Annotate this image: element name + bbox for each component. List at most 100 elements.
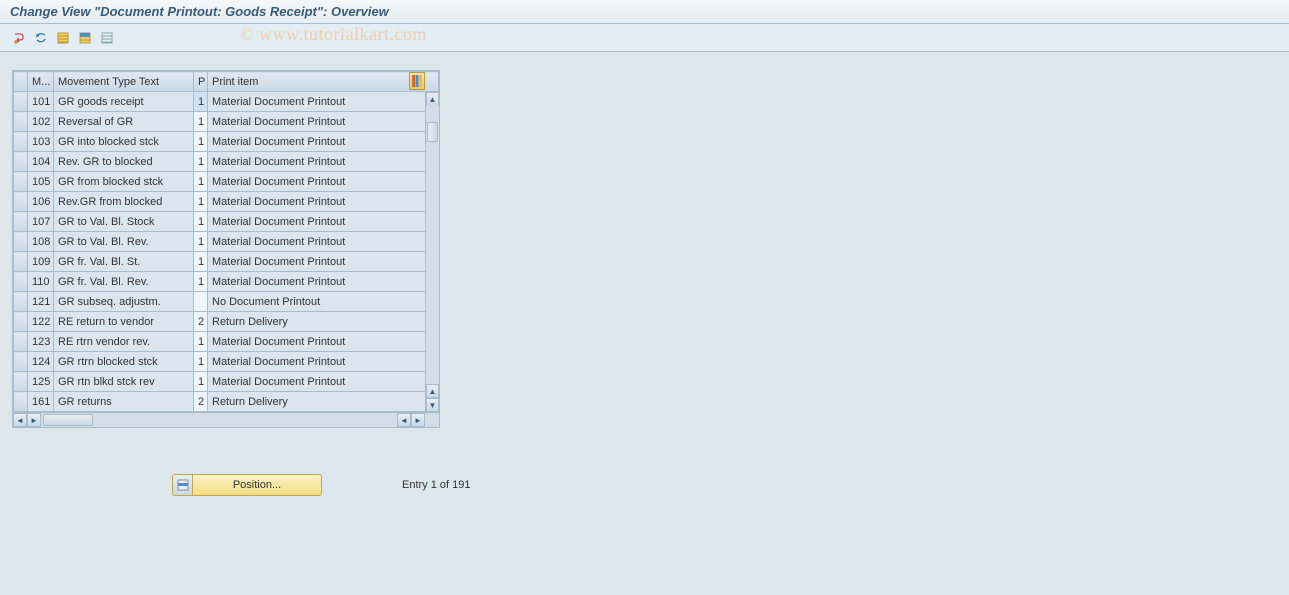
- watermark-text: © www.tutorialkart.com: [240, 24, 427, 45]
- row-selector[interactable]: [14, 292, 28, 312]
- cell-p[interactable]: 1: [194, 252, 208, 272]
- row-selector[interactable]: [14, 192, 28, 212]
- table-row[interactable]: 123RE rtrn vendor rev.1Material Document…: [14, 332, 439, 352]
- row-selector[interactable]: [14, 132, 28, 152]
- table-row[interactable]: 101GR goods receipt1Material Document Pr…: [14, 92, 439, 112]
- cell-p[interactable]: 1: [194, 112, 208, 132]
- select-block-button[interactable]: [76, 29, 94, 47]
- cell-text: GR into blocked stck: [54, 132, 194, 152]
- table-row[interactable]: 107GR to Val. Bl. Stock1Material Documen…: [14, 212, 439, 232]
- hscroll-left2-icon[interactable]: ◄: [397, 413, 411, 427]
- col-header-text[interactable]: Movement Type Text: [54, 72, 194, 92]
- cell-mvt: 161: [28, 392, 54, 412]
- table-row[interactable]: 102Reversal of GR1Material Document Prin…: [14, 112, 439, 132]
- cell-mvt: 106: [28, 192, 54, 212]
- row-selector[interactable]: [14, 332, 28, 352]
- row-selector[interactable]: [14, 392, 28, 412]
- col-header-mvt[interactable]: M...: [28, 72, 54, 92]
- cell-text: GR goods receipt: [54, 92, 194, 112]
- table-row[interactable]: 103GR into blocked stck1Material Documen…: [14, 132, 439, 152]
- col-header-selector[interactable]: [14, 72, 28, 92]
- horizontal-scrollbar[interactable]: ◄ ► ◄ ►: [13, 412, 439, 427]
- cell-mvt: 104: [28, 152, 54, 172]
- hscroll-thumb[interactable]: [43, 414, 93, 426]
- cell-p[interactable]: 1: [194, 92, 208, 112]
- display-change-button[interactable]: [10, 29, 28, 47]
- cell-item: Material Document Printout: [208, 232, 439, 252]
- cell-item: Return Delivery: [208, 392, 439, 412]
- row-selector[interactable]: [14, 92, 28, 112]
- row-selector[interactable]: [14, 152, 28, 172]
- cell-p[interactable]: 2: [194, 392, 208, 412]
- table-row[interactable]: 124GR rtrn blocked stck1Material Documen…: [14, 352, 439, 372]
- hscroll-right2-icon[interactable]: ►: [411, 413, 425, 427]
- cell-text: GR to Val. Bl. Rev.: [54, 232, 194, 252]
- cell-p[interactable]: 1: [194, 132, 208, 152]
- table-row[interactable]: 104Rev. GR to blocked1Material Document …: [14, 152, 439, 172]
- cell-p[interactable]: 1: [194, 332, 208, 352]
- row-selector[interactable]: [14, 352, 28, 372]
- cell-item: Material Document Printout: [208, 252, 439, 272]
- scroll-down-icon[interactable]: ▲: [426, 384, 439, 398]
- table-row[interactable]: 161GR returns2Return Delivery: [14, 392, 439, 412]
- row-selector[interactable]: [14, 272, 28, 292]
- cell-item: Material Document Printout: [208, 192, 439, 212]
- hscroll-left-icon[interactable]: ◄: [13, 413, 27, 427]
- cell-text: GR from blocked stck: [54, 172, 194, 192]
- cell-mvt: 125: [28, 372, 54, 392]
- table-row[interactable]: 109GR fr. Val. Bl. St.1Material Document…: [14, 252, 439, 272]
- cell-p[interactable]: 1: [194, 152, 208, 172]
- cell-item: Return Delivery: [208, 312, 439, 332]
- row-selector[interactable]: [14, 372, 28, 392]
- scroll-up-icon[interactable]: ▲: [426, 92, 439, 106]
- cell-text: GR fr. Val. Bl. St.: [54, 252, 194, 272]
- deselect-all-button[interactable]: [98, 29, 116, 47]
- row-selector[interactable]: [14, 232, 28, 252]
- row-selector[interactable]: [14, 172, 28, 192]
- cell-text: GR subseq. adjustm.: [54, 292, 194, 312]
- table-row[interactable]: 105GR from blocked stck1Material Documen…: [14, 172, 439, 192]
- cell-p[interactable]: 1: [194, 372, 208, 392]
- cell-text: RE return to vendor: [54, 312, 194, 332]
- row-selector[interactable]: [14, 312, 28, 332]
- cell-text: Rev.GR from blocked: [54, 192, 194, 212]
- hscroll-right-icon[interactable]: ►: [27, 413, 41, 427]
- cell-text: GR to Val. Bl. Stock: [54, 212, 194, 232]
- cell-p[interactable]: 1: [194, 352, 208, 372]
- table-row[interactable]: 110GR fr. Val. Bl. Rev.1Material Documen…: [14, 272, 439, 292]
- cell-p[interactable]: 1: [194, 232, 208, 252]
- table-row[interactable]: 125GR rtn blkd stck rev1Material Documen…: [14, 372, 439, 392]
- cell-item: Material Document Printout: [208, 272, 439, 292]
- table-configure-button[interactable]: [409, 72, 425, 90]
- row-selector[interactable]: [14, 252, 28, 272]
- cell-p[interactable]: 1: [194, 272, 208, 292]
- cell-p[interactable]: [194, 292, 208, 312]
- position-button[interactable]: Position...: [172, 474, 322, 496]
- cell-item: Material Document Printout: [208, 332, 439, 352]
- footer: Position... Entry 1 of 191: [12, 474, 1289, 496]
- cell-p[interactable]: 1: [194, 212, 208, 232]
- select-all-button[interactable]: [54, 29, 72, 47]
- col-header-p[interactable]: P: [194, 72, 208, 92]
- undo-button[interactable]: [32, 29, 50, 47]
- cell-p[interactable]: 1: [194, 172, 208, 192]
- cell-item: No Document Printout: [208, 292, 439, 312]
- vertical-scrollbar[interactable]: ▲ ▲ ▼: [425, 92, 439, 412]
- table-row[interactable]: 121GR subseq. adjustm.No Document Printo…: [14, 292, 439, 312]
- row-selector[interactable]: [14, 212, 28, 232]
- row-selector[interactable]: [14, 112, 28, 132]
- scroll-down2-icon[interactable]: ▼: [426, 398, 439, 412]
- cell-text: Rev. GR to blocked: [54, 152, 194, 172]
- table-row[interactable]: 122RE return to vendor2Return Delivery: [14, 312, 439, 332]
- cell-p[interactable]: 1: [194, 192, 208, 212]
- cell-p[interactable]: 2: [194, 312, 208, 332]
- position-label: Position...: [193, 479, 321, 491]
- col-header-item[interactable]: Print item: [208, 72, 439, 92]
- cell-mvt: 123: [28, 332, 54, 352]
- scroll-thumb[interactable]: [427, 122, 438, 142]
- cell-item: Material Document Printout: [208, 212, 439, 232]
- cell-mvt: 108: [28, 232, 54, 252]
- table-row[interactable]: 106Rev.GR from blocked1Material Document…: [14, 192, 439, 212]
- cell-item: Material Document Printout: [208, 112, 439, 132]
- table-row[interactable]: 108GR to Val. Bl. Rev.1Material Document…: [14, 232, 439, 252]
